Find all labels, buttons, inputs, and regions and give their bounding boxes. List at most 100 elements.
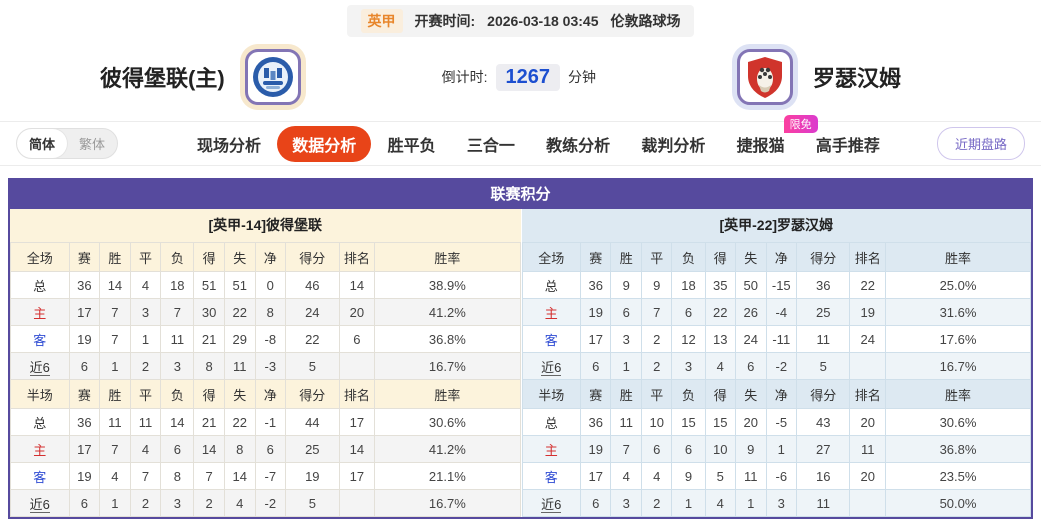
row-label: 客 <box>10 325 70 353</box>
recent-trend-button[interactable]: 近期盘路 <box>936 127 1025 160</box>
stat-cell: 6 <box>68 352 101 380</box>
stat-cell: 7 <box>99 435 131 463</box>
row-label: 客 <box>521 462 581 490</box>
stat-cell: 24 <box>285 298 340 326</box>
stat-cell: 16 <box>796 462 851 490</box>
stat-cell: 3 <box>160 352 195 380</box>
stat-cell: 1 <box>735 489 767 517</box>
nav-tab-3[interactable]: 胜平负 <box>387 137 436 155</box>
row-label: 总 <box>10 271 70 299</box>
stat-cell: 4 <box>704 352 737 380</box>
stat-cell: 17.6% <box>885 325 1031 353</box>
stat-cell: 43 <box>796 408 851 436</box>
column-header: 排名 <box>338 242 376 272</box>
stat-cell: 30.6% <box>885 408 1031 436</box>
home-standings-section: [英甲-14]彼得堡联 全场赛胜平负得失净得分 排名 胜率总 36 14 4 18 51 51 0… <box>10 209 521 517</box>
home-stats-table: 全场赛胜平负得失净得分 排名 胜率总 36 14 4 18 51 51 0 46 14 38.9% 主 17… <box>10 242 521 517</box>
column-header: 得分 <box>796 379 851 409</box>
half-time-row-home: 主 17 7 4 6 14 8 6 25 14 41.2% <box>10 435 521 463</box>
column-header: 全场 <box>521 242 581 272</box>
nav-tab-4[interactable]: 三合一 <box>466 137 515 155</box>
column-header: 得 <box>193 379 225 409</box>
full-time-row-away: 客 19 7 1 11 21 29 -8 22 6 36.8% <box>10 325 521 353</box>
stat-cell: 11 <box>735 462 767 490</box>
stat-cell: -2 <box>254 489 287 517</box>
stat-cell: 18 <box>160 271 195 299</box>
column-header: 失 <box>223 379 256 409</box>
nav-tab-1[interactable]: 现场分析 <box>197 137 262 155</box>
stat-cell: 22 <box>285 325 340 353</box>
standings-title: 联赛积分 <box>10 180 1031 209</box>
stat-cell: 6 <box>735 352 767 380</box>
nav-tab-2[interactable]: 数据分析 <box>277 125 372 162</box>
row-label: 客 <box>521 325 581 353</box>
stat-cell <box>849 352 886 380</box>
half-time-row-away: 客 17 4 4 9 5 11 -6 16 20 23.5% <box>521 462 1031 490</box>
stat-cell: 17 <box>338 408 376 436</box>
nav-tab-5[interactable]: 教练分析 <box>546 137 611 155</box>
stat-cell: 2 <box>640 489 673 517</box>
column-header: 失 <box>223 242 256 272</box>
stat-cell: 6 <box>338 325 376 353</box>
row-label: 总 <box>521 408 581 436</box>
stat-cell: 22 <box>704 298 737 326</box>
stat-cell: 36 <box>579 271 612 299</box>
column-header: 排名 <box>849 242 886 272</box>
row-label: 近6 <box>10 352 70 380</box>
stat-cell: 5 <box>704 462 737 490</box>
lang-option-2[interactable]: 繁体 <box>79 137 106 152</box>
stat-cell: 6 <box>254 435 287 463</box>
half-time-row-total: 总 36 11 11 14 21 22 -1 44 17 30.6% <box>10 408 521 436</box>
kickoff-label: 开赛时间: <box>414 13 476 29</box>
stat-cell: 31.6% <box>885 298 1031 326</box>
stat-cell: 50.0% <box>885 489 1031 517</box>
column-header: 胜 <box>610 242 642 272</box>
stat-cell: 11 <box>796 325 851 353</box>
league-tag: 英甲 <box>360 9 403 33</box>
stat-cell: 8 <box>254 298 287 326</box>
stat-cell: 1 <box>129 325 162 353</box>
stat-cell: 7 <box>610 435 642 463</box>
stat-cell: 8 <box>193 352 225 380</box>
row-label: 近6 <box>10 489 70 517</box>
stat-cell: 9 <box>610 271 642 299</box>
limited-free-badge: 限免 <box>783 114 818 133</box>
row-label: 主 <box>10 435 70 463</box>
column-header: 负 <box>671 242 706 272</box>
stat-cell: 2 <box>129 489 162 517</box>
stat-cell: 1 <box>765 435 798 463</box>
stat-cell: 7 <box>99 298 131 326</box>
stat-cell: 13 <box>704 325 737 353</box>
away-section-title: [英甲-22]罗瑟汉姆 <box>521 209 1031 242</box>
stat-cell <box>849 489 886 517</box>
nav-tab-6[interactable]: 裁判分析 <box>641 137 706 155</box>
full-time-row-away: 客 17 3 2 12 13 24 -11 11 24 17.6% <box>521 325 1031 353</box>
away-team-logo <box>736 49 793 105</box>
stat-cell: 6 <box>579 489 612 517</box>
stat-cell: 17 <box>338 462 376 490</box>
lang-option-1[interactable]: 简体 <box>17 129 68 158</box>
stat-cell: 22 <box>223 408 256 436</box>
stat-cell: -3 <box>254 352 287 380</box>
stat-cell: 20 <box>735 408 767 436</box>
away-stats-table: 全场赛胜平负得失净得分 排名 胜率总 36 9 9 18 35 50 -15 36 22 25.0% 主 1… <box>521 242 1031 517</box>
stat-cell: 12 <box>671 325 706 353</box>
stat-cell: 14 <box>223 462 256 490</box>
stat-cell: -5 <box>765 408 798 436</box>
countdown-value: 1267 <box>495 63 561 91</box>
column-header: 胜率 <box>374 242 521 272</box>
column-header: 赛 <box>579 379 612 409</box>
stat-cell: 24 <box>735 325 767 353</box>
home-team: 彼得堡联(主) <box>100 49 301 105</box>
stat-cell: 20 <box>849 408 886 436</box>
stat-cell: 3 <box>160 489 195 517</box>
stat-cell: 18 <box>671 271 706 299</box>
stat-cell: 1 <box>610 352 642 380</box>
nav-tab-8[interactable]: 高手推荐 <box>815 137 880 155</box>
countdown-label: 倒计时: <box>441 69 488 85</box>
column-header: 平 <box>640 242 673 272</box>
nav-tab-7[interactable]: 捷报猫 限免 <box>722 114 818 162</box>
row-label: 近6 <box>521 352 581 380</box>
stat-cell: 4 <box>223 489 256 517</box>
